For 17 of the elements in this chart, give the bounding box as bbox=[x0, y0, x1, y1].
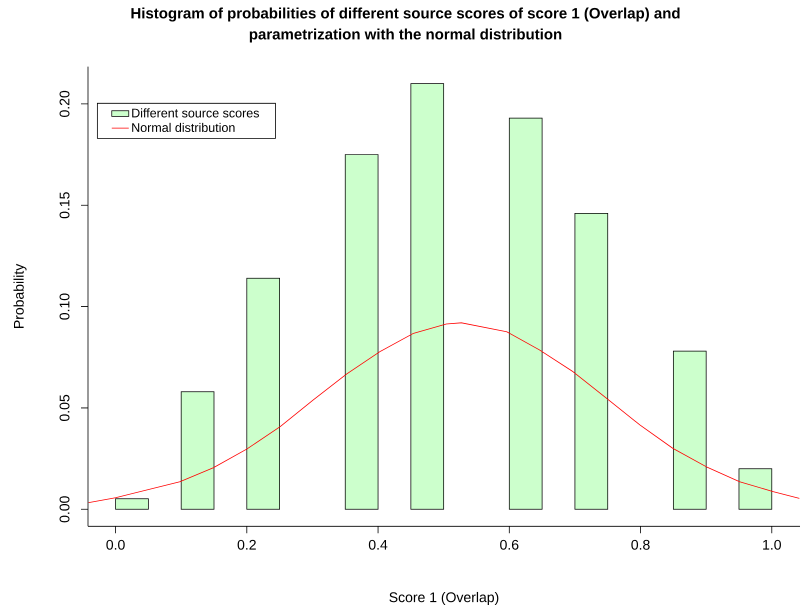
y-tick-label: 0.20 bbox=[60, 90, 70, 117]
x-tick-label: 0.8 bbox=[631, 540, 650, 550]
x-tick-label: 1.0 bbox=[763, 540, 781, 550]
line-series bbox=[88, 322, 800, 503]
x-tick-label: 0.6 bbox=[500, 540, 518, 550]
y-tick-label: 0.10 bbox=[60, 294, 70, 320]
x-tick-label: 0.0 bbox=[106, 540, 125, 550]
y-tick-label: 0.00 bbox=[60, 496, 70, 522]
legend-label: Different source scores bbox=[132, 108, 259, 118]
y-axis-title: Probability bbox=[13, 264, 27, 328]
y-tick-label: 0.15 bbox=[60, 192, 70, 218]
y-tick-label: 0.05 bbox=[60, 394, 70, 422]
x-tick-label: 0.2 bbox=[238, 540, 256, 550]
x-tick-label: 0.4 bbox=[368, 540, 388, 550]
x-axis-title: Score 1 (Overlap) bbox=[389, 592, 498, 605]
chart-title: Histogram of probabilities of different source scores of score 1 (Overlap) and parametrization with the normal distribution bbox=[131, 8, 680, 42]
legend-label: Normal distribution bbox=[132, 122, 235, 132]
